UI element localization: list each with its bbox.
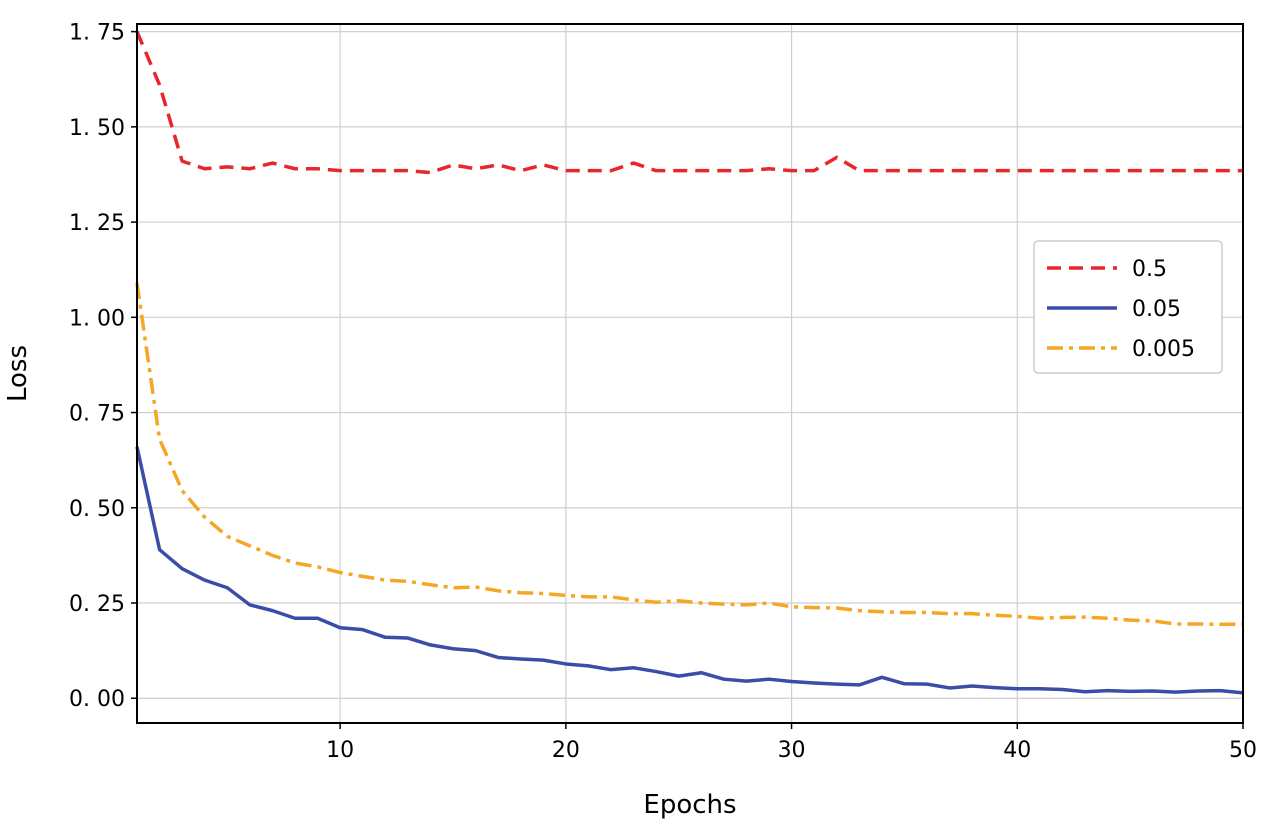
- x-axis-ticks: 10 20 30 40 50: [326, 723, 1257, 763]
- legend-item: 0.005: [1047, 337, 1195, 362]
- legend-item: 0.5: [1047, 257, 1167, 282]
- y-axis-ticks: 0. 00 0. 25 0. 50 0. 75 1. 00 1. 25 1. 50 1. 75: [69, 21, 137, 712]
- x-tick-label: 40: [1003, 738, 1031, 763]
- x-axis-label: Epochs: [643, 790, 736, 820]
- y-tick-label: 0. 00: [69, 687, 125, 712]
- series-lines: [135, 30, 1244, 695]
- x-tick-label: 20: [552, 738, 580, 763]
- legend-label: 0.05: [1132, 297, 1181, 322]
- plot-frame: [136, 23, 1244, 724]
- legend-item: 0.05: [1047, 297, 1181, 322]
- y-tick-label: 0. 75: [69, 402, 125, 427]
- y-tick-label: 0. 25: [69, 592, 125, 617]
- series-line-1: [135, 446, 1244, 695]
- y-tick-label: 1. 50: [69, 116, 125, 141]
- legend-label: 0.005: [1132, 337, 1195, 362]
- y-tick-label: 1. 25: [69, 211, 125, 236]
- y-tick-label: 0. 50: [69, 497, 125, 522]
- series-line-0: [135, 30, 1243, 175]
- x-tick-label: 50: [1229, 738, 1257, 763]
- legend-box: [1033, 240, 1223, 374]
- y-tick-label: 1. 00: [69, 306, 125, 331]
- x-tick-label: 10: [326, 738, 354, 763]
- series-line-2: [135, 282, 1244, 627]
- legend: 0.5 0.05 0.005: [1033, 240, 1223, 374]
- x-tick-label: 30: [778, 738, 806, 763]
- legend-label: 0.5: [1132, 257, 1167, 282]
- y-axis-label: Loss: [3, 345, 33, 402]
- y-tick-label: 1. 75: [69, 21, 125, 46]
